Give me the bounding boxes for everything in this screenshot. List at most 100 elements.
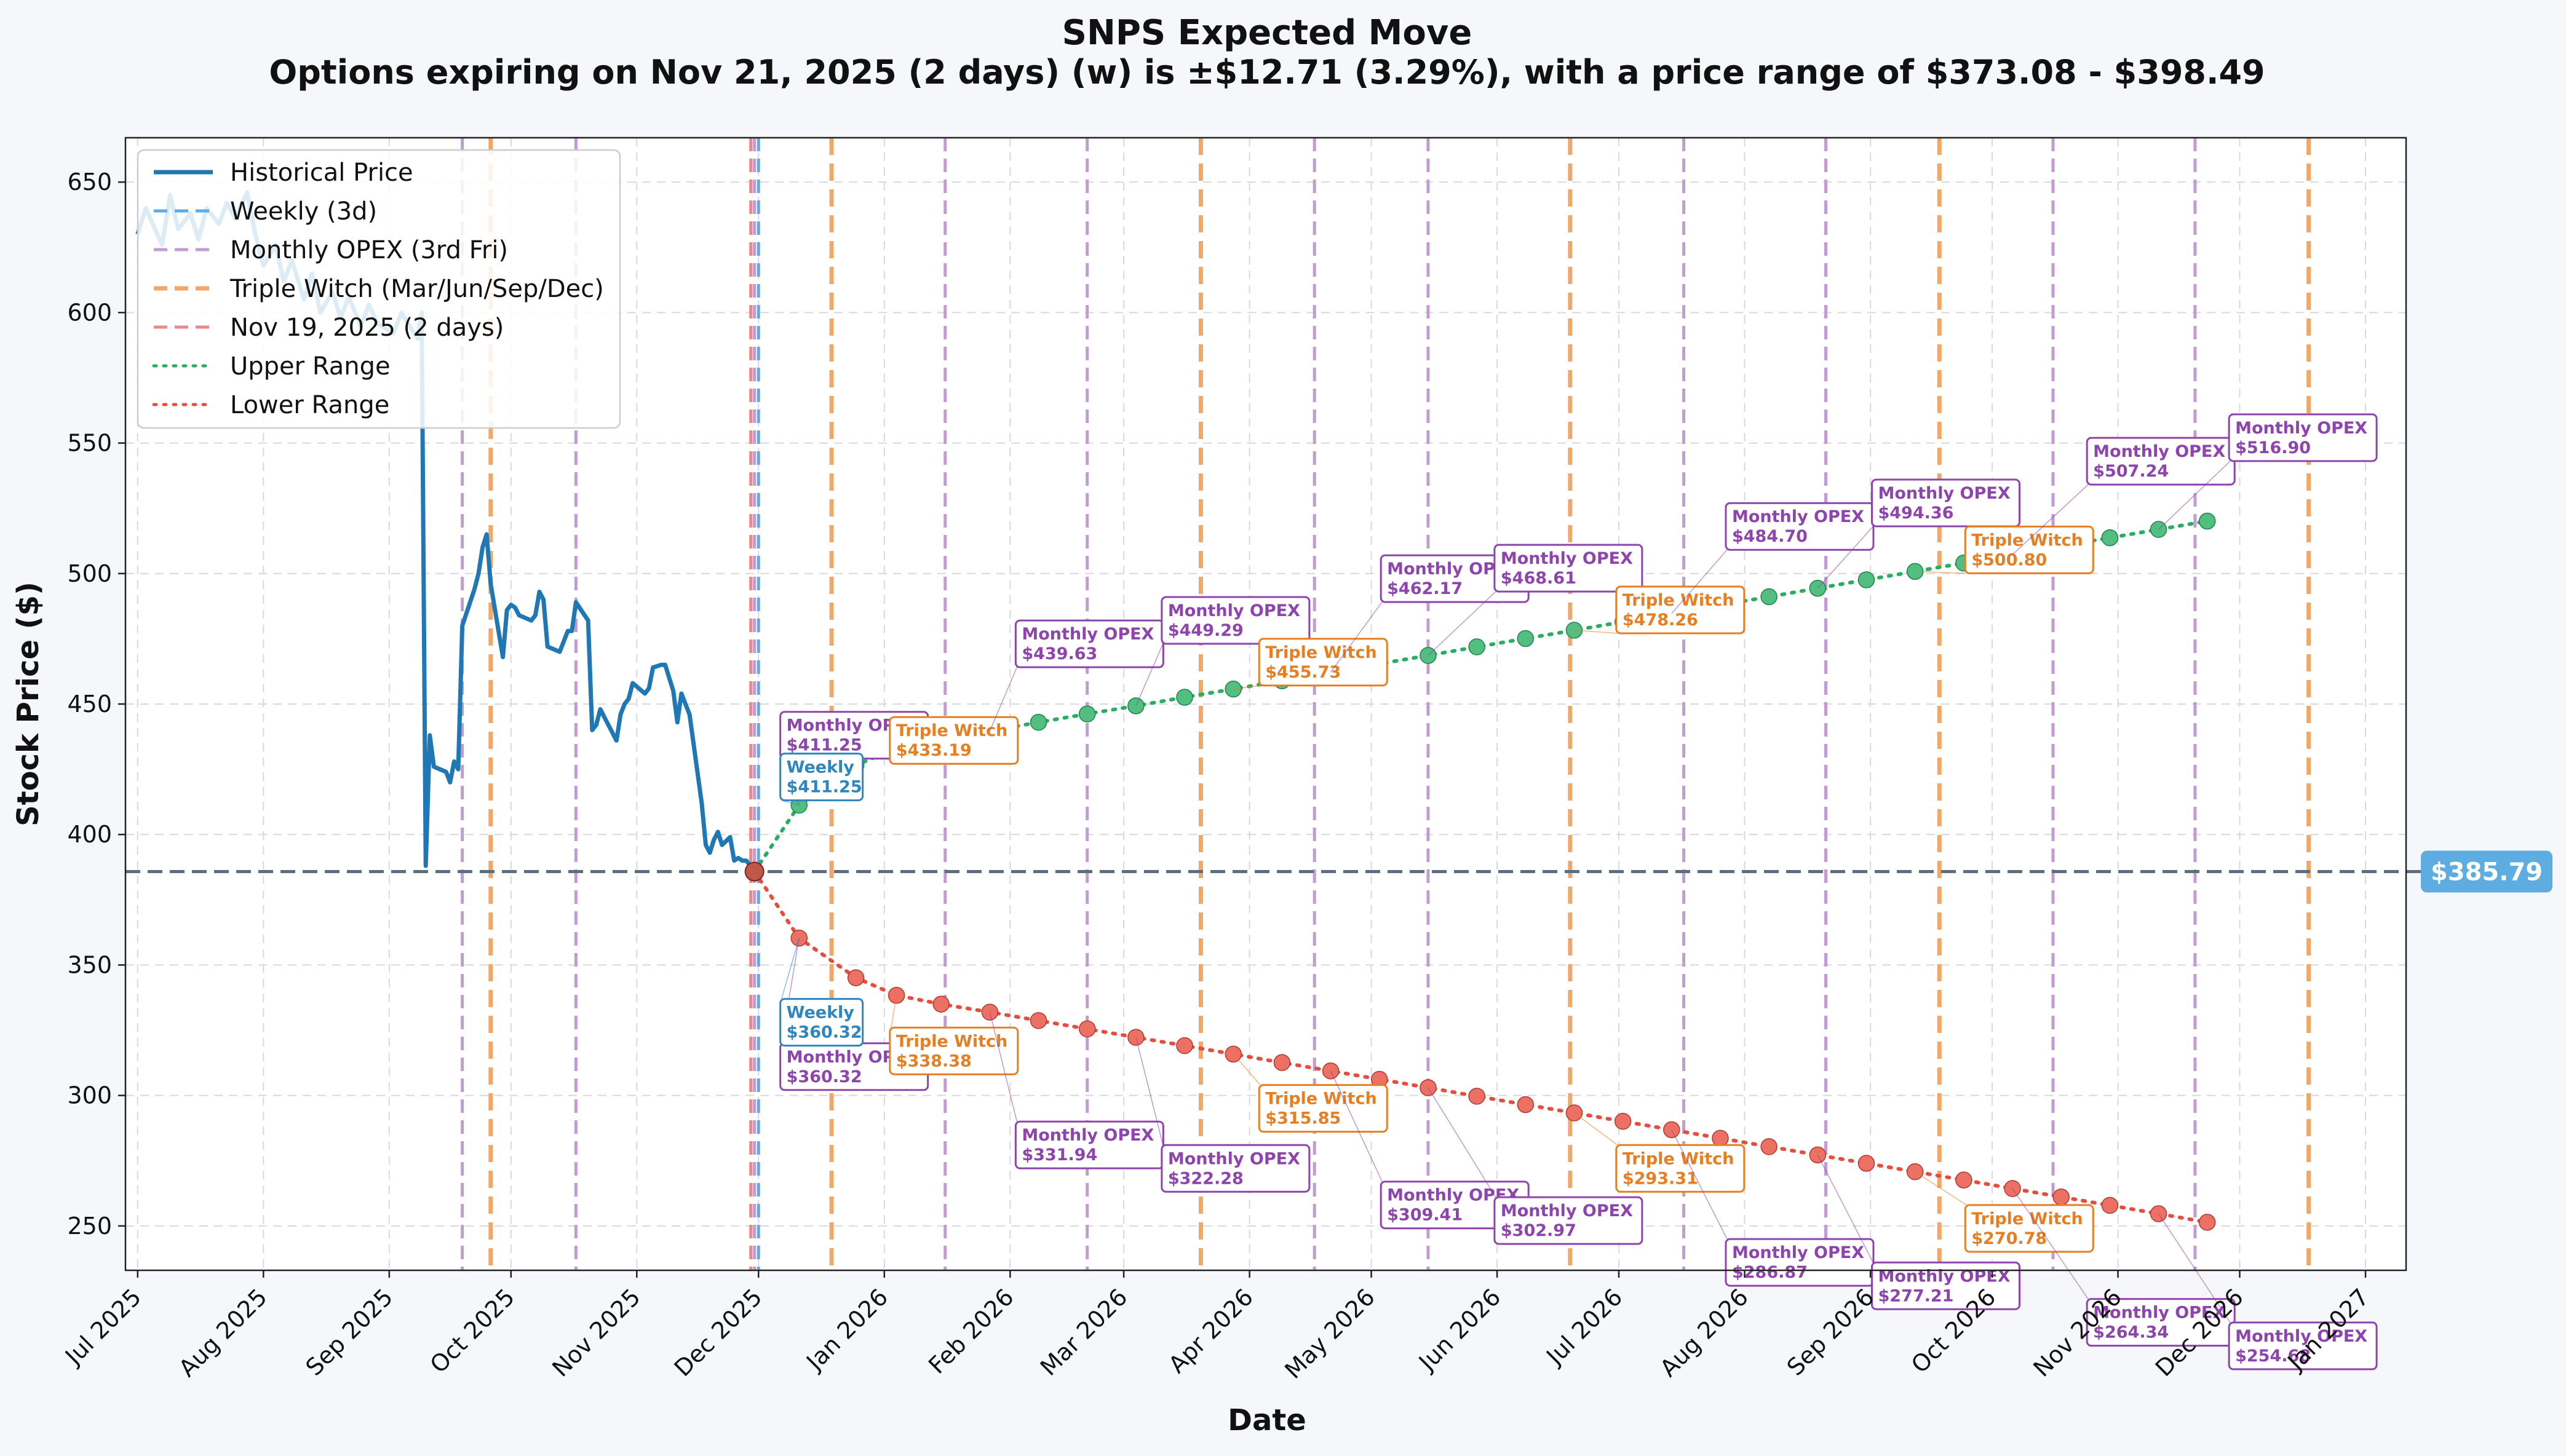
annotation-title: Triple Witch [1623, 591, 1734, 610]
lower-range-point [1273, 1054, 1291, 1071]
annotation-title: Monthly OPEX [2235, 419, 2367, 438]
y-tick-label: 350 [67, 951, 112, 978]
legend-label: Nov 19, 2025 (2 days) [230, 314, 504, 342]
lower-range-point [1955, 1171, 1972, 1189]
annotation-leader [989, 1011, 1018, 1122]
annotation-leader [1573, 1112, 1618, 1145]
annotation-value: $411.25 [787, 736, 862, 755]
lower-range-point [1760, 1138, 1778, 1155]
annotation-value: $478.26 [1623, 611, 1698, 630]
lower-range-point [1468, 1088, 1485, 1105]
lower-range-point [2198, 1214, 2216, 1231]
upper-range-point [1176, 689, 1193, 706]
annotation-title: Triple Witch [1971, 1209, 2083, 1228]
annotation-value: $360.32 [787, 1067, 862, 1086]
legend-label: Upper Range [230, 352, 391, 381]
lower-range-point [847, 969, 865, 986]
annotation-title: Monthly OPEX [2093, 442, 2225, 461]
price-badge-label: $385.79 [2431, 858, 2543, 887]
y-tick-label: 450 [67, 690, 112, 718]
annotation-title: Monthly OPEX [1732, 1243, 1864, 1262]
annotation-value: $286.87 [1732, 1263, 1808, 1282]
price-badge-box [2421, 850, 2552, 893]
legend-label: Historical Price [230, 159, 413, 187]
annotation-leader [1915, 571, 1967, 574]
annotation-title: Triple Witch [1623, 1149, 1734, 1168]
annotation-box [1161, 1144, 1311, 1193]
annotation-value: $264.34 [2093, 1323, 2169, 1342]
annotation-value: $331.94 [1022, 1145, 1097, 1165]
annotation-box [889, 716, 1019, 765]
upper-range-point [1517, 630, 1535, 647]
upper-range-point [1857, 571, 1875, 588]
annotation-box [1615, 585, 1746, 635]
annotation-leader [989, 667, 1018, 732]
annotation-box [1258, 638, 1388, 687]
annotation-value: $277.21 [1878, 1286, 1953, 1305]
annotation-leader [2012, 1188, 2089, 1300]
annotation-title: Monthly OPEX [1878, 484, 2010, 503]
annotation-value: $254.68 [2235, 1347, 2311, 1366]
annotation-title: Monthly OPEX [1501, 549, 1633, 568]
annotation-leader [1574, 630, 1618, 634]
upper-range-point [1468, 638, 1485, 655]
annotation-value: $455.73 [1265, 663, 1341, 682]
lower-range-point [1712, 1130, 1729, 1147]
annotation-value: $411.25 [787, 778, 862, 797]
annotation-box [1258, 1084, 1388, 1133]
annotation-box [1964, 1204, 2094, 1253]
chart-title: SNPS Expected Move [1062, 13, 1472, 53]
upper-range-point [1078, 705, 1096, 722]
annotation-leader [2158, 1213, 2231, 1323]
annotation-leader [891, 995, 897, 1028]
current-price-point [744, 861, 765, 882]
lower-range-point [1857, 1155, 1875, 1172]
annotation-box [1870, 1261, 2020, 1310]
annotation-title: Monthly OPEX [1022, 625, 1154, 644]
y-tick-label: 250 [67, 1213, 112, 1240]
annotation-leader [1330, 1070, 1383, 1182]
annotation-box [779, 753, 864, 802]
x-axis-label: Date [1228, 1403, 1306, 1438]
annotation-title: Monthly OPEX [2093, 1304, 2225, 1323]
annotation-value: $315.85 [1265, 1109, 1341, 1128]
y-tick-label: 500 [67, 560, 112, 587]
annotation-value: $494.36 [1878, 504, 1953, 523]
annotation-box [1493, 544, 1643, 593]
annotation-title: Monthly OPEX [2235, 1327, 2367, 1346]
legend-label: Weekly (3d) [230, 197, 377, 226]
y-tick-label: 400 [67, 821, 112, 848]
annotation-title: Monthly OPEX [1501, 1201, 1633, 1221]
annotation-value: $322.28 [1168, 1169, 1244, 1188]
annotation-leader [1817, 1155, 1874, 1263]
y-tick-label: 600 [67, 299, 112, 326]
lower-range-point [1078, 1020, 1096, 1038]
lower-range-point [1176, 1037, 1193, 1054]
annotation-title: Triple Witch [1265, 1090, 1377, 1109]
annotation-title: Monthly OPEX [1732, 507, 1864, 526]
y-tick-label: 300 [67, 1082, 112, 1109]
annotation-value: $270.78 [1971, 1229, 2047, 1248]
lower-range-point [932, 995, 950, 1013]
annotation-value: $433.19 [896, 741, 972, 760]
lower-range-point [1614, 1112, 1632, 1130]
current-price-badge: $385.79 [2421, 850, 2552, 893]
upper-range-point [1760, 588, 1778, 606]
annotation-value: $500.80 [1971, 550, 2047, 569]
annotation-value: $360.32 [787, 1023, 862, 1042]
annotation-leader [1330, 601, 1383, 673]
lower-range-point [2052, 1188, 2070, 1206]
legend-label: Triple Witch (Mar/Jun/Sep/Dec) [229, 275, 604, 303]
annotation-box [1161, 596, 1311, 645]
annotation-value: $484.70 [1732, 527, 1808, 546]
annotation-leader [781, 938, 800, 999]
annotation-box [1870, 478, 2020, 528]
upper-range-point [2198, 512, 2216, 530]
annotation-title: Triple Witch [896, 1032, 1008, 1051]
annotation-value: $439.63 [1022, 644, 1097, 663]
annotation-value: $507.24 [2093, 462, 2169, 481]
upper-range-point [2101, 529, 2119, 547]
annotation-value: $309.41 [1387, 1206, 1463, 1225]
annotation-title: Monthly OPEX [1022, 1126, 1154, 1145]
